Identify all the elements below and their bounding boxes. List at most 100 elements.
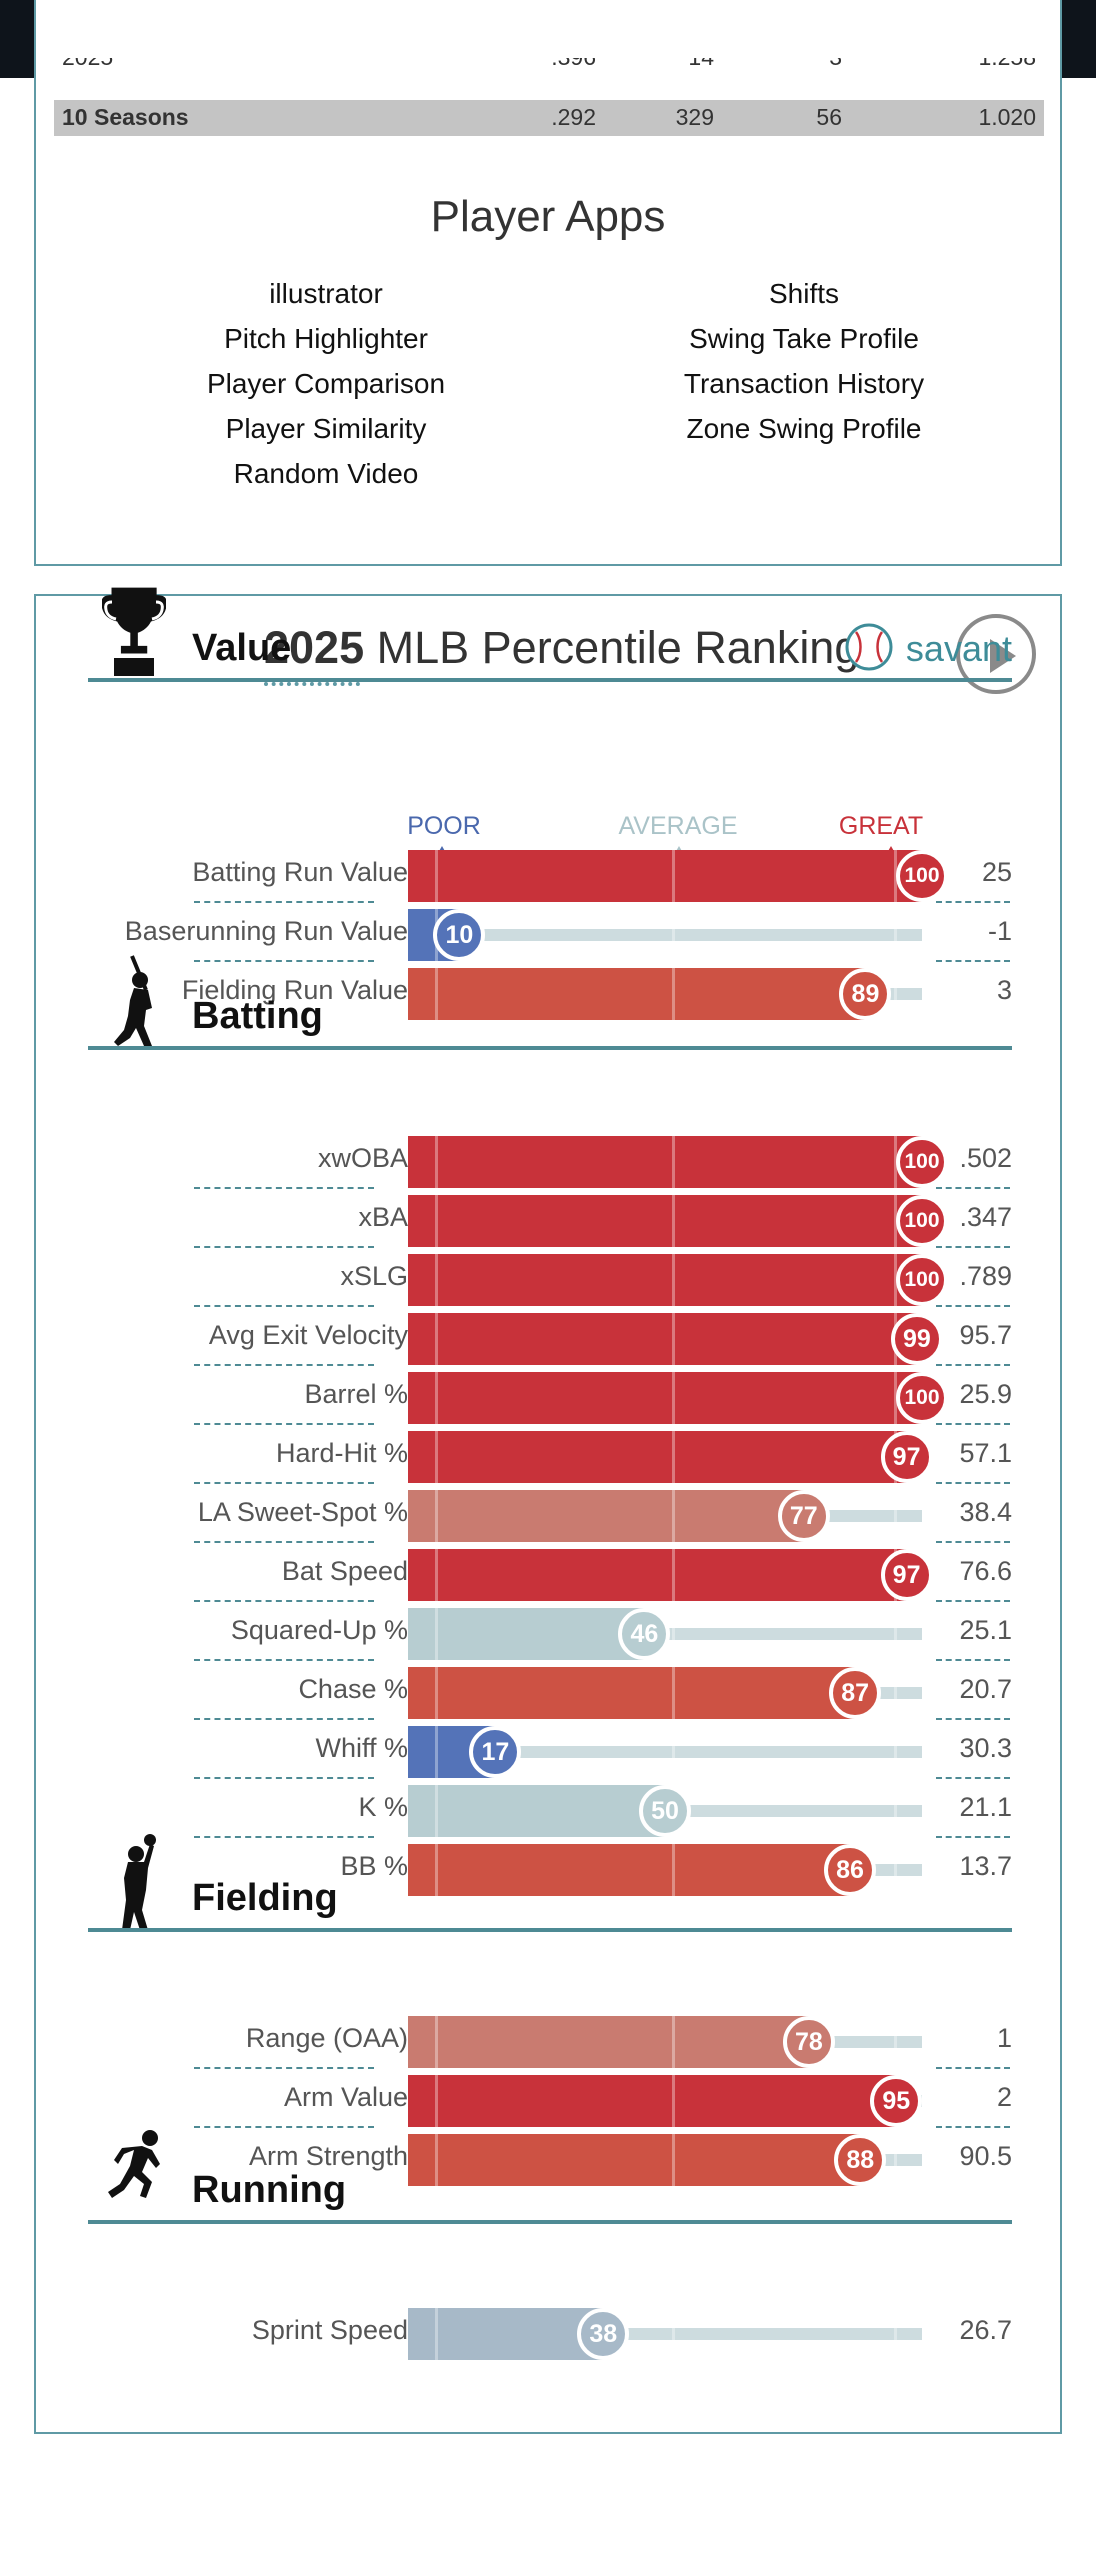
metric-label: Chase % <box>298 1674 408 1704</box>
row-divider <box>936 1541 1010 1543</box>
scale-tick <box>672 1136 675 1188</box>
stat-cell: 1.258 <box>978 58 1036 71</box>
metric-value: 90.5 <box>959 2141 1012 2171</box>
percentile-bubble[interactable]: 50 <box>639 1785 691 1837</box>
metric-row: BB % 86 13.7 <box>36 1841 1060 1899</box>
percentile-bubble[interactable]: 100 <box>896 1372 948 1424</box>
metric-value: 95.7 <box>959 1320 1012 1350</box>
scale-tick <box>672 2308 675 2360</box>
percentile-bubble[interactable]: 38 <box>577 2308 630 2360</box>
metric-row: Bat Speed 97 76.6 <box>36 1546 1060 1604</box>
row-divider <box>194 960 374 962</box>
percentile-bubble[interactable]: 97 <box>880 1431 933 1483</box>
percentile-bubble[interactable]: 78 <box>782 2016 835 2068</box>
metric-row: LA Sweet-Spot % 77 38.4 <box>36 1487 1060 1545</box>
percentile-bubble[interactable]: 100 <box>896 850 948 902</box>
percentile-bar <box>408 1313 917 1365</box>
savant-brand[interactable]: savant <box>905 628 1012 669</box>
percentile-bubble[interactable]: 17 <box>469 1726 522 1778</box>
scale-tick <box>435 1608 438 1660</box>
section-title: Running <box>192 2169 347 2211</box>
percentile-bar <box>408 1667 856 1719</box>
scale-tick <box>894 1195 897 1247</box>
percentile-bubble[interactable]: 99 <box>890 1313 943 1365</box>
percentile-bubble[interactable]: 95 <box>870 2075 923 2127</box>
metric-row: Baserunning Run Value 10 -1 <box>36 906 1060 964</box>
metric-value: 25 <box>981 857 1012 887</box>
app-link-illustrator[interactable]: illustrator <box>269 278 383 309</box>
percentile-title-text: MLB Percentile Rankings <box>376 622 882 673</box>
app-link-transaction-history[interactable]: Transaction History <box>683 368 925 399</box>
percentile-bubble[interactable]: 100 <box>896 1136 948 1188</box>
scale-tick <box>435 1195 438 1247</box>
percentile-bubble[interactable]: 77 <box>777 1490 830 1542</box>
scale-tick <box>435 1431 438 1483</box>
metric-label: Hard-Hit % <box>275 1438 408 1468</box>
stat-cell: 3 <box>829 58 842 71</box>
percentile-track <box>408 929 922 941</box>
scale-tick <box>894 1844 897 1896</box>
percentile-bubble[interactable]: 87 <box>829 1667 882 1719</box>
stats-row-2025: 2025 .396 14 3 1.258 <box>54 58 1044 78</box>
scale-tick <box>672 1844 675 1896</box>
percentile-year: 2025 <box>264 622 365 673</box>
scale-tick <box>672 968 675 1020</box>
metric-label: Baserunning Run Value <box>124 916 408 946</box>
app-link-pitch-highlighter[interactable]: Pitch Highlighter <box>224 323 428 354</box>
batter-icon <box>102 950 166 1050</box>
metric-value: 25.1 <box>959 1615 1012 1645</box>
scale-tick <box>894 2016 897 2068</box>
play-video-button[interactable] <box>956 614 1036 694</box>
scale-tick <box>894 1136 897 1188</box>
row-divider <box>194 1364 374 1366</box>
percentile-bar <box>408 2134 861 2186</box>
season-cell: 2025 <box>62 58 113 71</box>
row-divider <box>194 1659 374 1661</box>
percentile-bar <box>408 1608 645 1660</box>
scale-tick <box>435 850 438 902</box>
scale-tick <box>672 1195 675 1247</box>
percentile-bubble[interactable]: 86 <box>824 1844 877 1896</box>
scale-tick <box>435 1549 438 1601</box>
stat-cell: 56 <box>816 104 842 130</box>
app-link-player-similarity[interactable]: Player Similarity <box>225 413 427 444</box>
percentile-bar <box>408 850 922 902</box>
percentile-bubble[interactable]: 100 <box>896 1195 948 1247</box>
metric-value: 25.9 <box>959 1379 1012 1409</box>
stat-cell: 14 <box>688 58 714 71</box>
scale-tick <box>672 2016 675 2068</box>
percentile-bubble[interactable]: 89 <box>839 968 892 1020</box>
percentile-bubble[interactable]: 88 <box>834 2134 887 2186</box>
app-link-zone-swing-profile[interactable]: Zone Swing Profile <box>686 413 922 444</box>
row-divider <box>194 901 374 903</box>
metric-row: Chase % 87 20.7 <box>36 1664 1060 1722</box>
metric-row: K % 50 21.1 <box>36 1782 1060 1840</box>
metric-value: 1 <box>996 2023 1012 2053</box>
percentile-bubble[interactable]: 97 <box>880 1549 933 1601</box>
percentile-bubble[interactable]: 10 <box>433 909 486 961</box>
percentile-bubble[interactable]: 46 <box>618 1608 671 1660</box>
percentile-bar <box>408 2308 604 2360</box>
app-link-swing-take-profile[interactable]: Swing Take Profile <box>689 323 919 354</box>
percentile-bar <box>408 1785 665 1837</box>
app-link-shifts[interactable]: Shifts <box>768 278 840 309</box>
metric-value: 30.3 <box>959 1733 1012 1763</box>
scale-tick <box>435 968 438 1020</box>
metric-row: Range (OAA) 78 1 <box>36 2013 1060 2071</box>
metric-value: .789 <box>959 1261 1012 1291</box>
row-divider <box>936 2067 1010 2069</box>
metric-value: 38.4 <box>959 1497 1012 1527</box>
stat-cell: .292 <box>551 104 596 130</box>
scale-tick <box>435 1785 438 1837</box>
row-divider <box>936 1423 1010 1425</box>
scale-tick <box>894 1667 897 1719</box>
percentile-bar <box>408 1549 907 1601</box>
metric-label: Arm Value <box>283 2082 408 2112</box>
section-title: Fielding <box>192 1877 338 1919</box>
app-link-player-comparison[interactable]: Player Comparison <box>206 368 446 399</box>
section-header-value: Value savant <box>88 586 1012 682</box>
percentile-bubble[interactable]: 100 <box>896 1254 948 1306</box>
app-link-random-video[interactable]: Random Video <box>233 458 419 489</box>
scale-tick <box>672 1254 675 1306</box>
percentile-title: 2025 MLB Percentile Rankings <box>264 622 882 674</box>
